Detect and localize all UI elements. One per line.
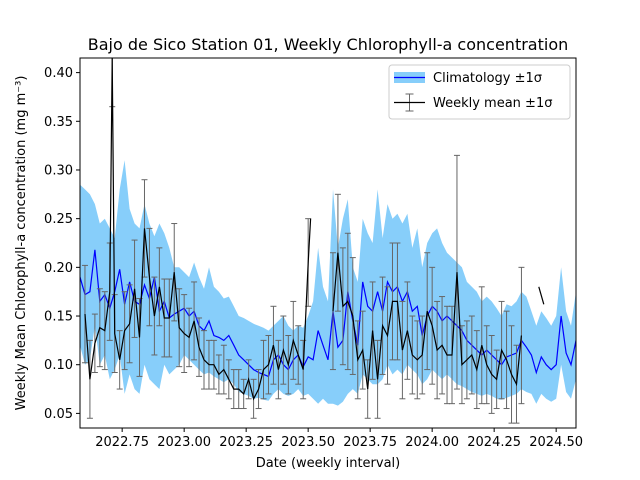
y-tick-label: 0.20: [44, 261, 73, 276]
legend-label-climatology: Climatology ±1σ: [433, 71, 542, 86]
legend: Climatology ±1σ Weekly mean ±1σ: [388, 64, 571, 120]
y-tick-label: 0.15: [44, 310, 73, 325]
plot-area: [79, 57, 577, 429]
y-tick-label: 0.10: [44, 358, 73, 373]
legend-box: [388, 64, 571, 120]
x-axis-label: Date (weekly interval): [256, 456, 401, 471]
x-tick-label: 2024.00: [405, 435, 459, 450]
y-axis-ticks: 0.05 0.10 0.15 0.20 0.25 0.30 0.35 0.40: [44, 66, 80, 422]
y-tick-label: 0.30: [44, 163, 73, 178]
weekly-line-layer: [84, 58, 545, 401]
y-tick-label: 0.40: [44, 66, 73, 81]
x-tick-label: 2023.75: [343, 435, 397, 450]
y-tick-label: 0.25: [44, 212, 73, 227]
plot-frame: [79, 57, 577, 429]
y-tick-label: 0.05: [44, 407, 73, 422]
legend-label-weekly: Weekly mean ±1σ: [433, 96, 552, 111]
x-tick-label: 2024.25: [467, 435, 521, 450]
x-tick-label: 2022.75: [95, 435, 149, 450]
x-tick-label: 2023.00: [157, 435, 211, 450]
x-tick-label: 2023.25: [219, 435, 273, 450]
legend-item-weekly: Weekly mean ±1σ: [394, 93, 552, 112]
chart-title: Bajo de Sico Station 01, Weekly Chloroph…: [88, 35, 569, 54]
y-axis-label: Weekly Mean Chlorophyll-a concentration …: [14, 76, 29, 411]
x-tick-label: 2023.50: [281, 435, 335, 450]
legend-item-climatology: Climatology ±1σ: [394, 71, 542, 86]
y-tick-label: 0.35: [44, 115, 73, 130]
weekly-mean-line: [332, 252, 522, 390]
x-axis-ticks: 2022.75 2023.00 2023.25 2023.50 2023.75 2024.…: [95, 428, 583, 450]
weekly-mean-line: [538, 286, 545, 305]
x-tick-label: 2024.50: [529, 435, 583, 450]
weekly-mean-line: [84, 58, 312, 401]
